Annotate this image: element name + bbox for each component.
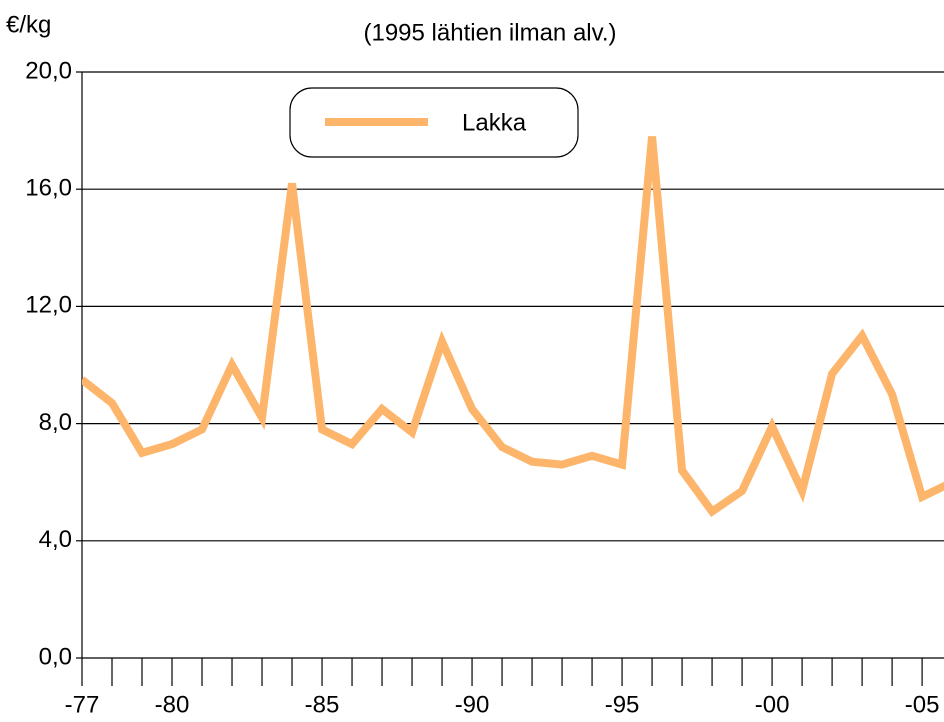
- y-tick-label: 4,0: [39, 526, 72, 553]
- legend-label: Lakka: [462, 109, 527, 136]
- x-tick-label: -95: [605, 691, 640, 718]
- x-tick-label: -77: [65, 691, 100, 718]
- x-tick-label: -80: [155, 691, 190, 718]
- x-tick-label: -00: [755, 691, 790, 718]
- legend: [289, 87, 579, 158]
- x-tick-label: -05: [905, 691, 940, 718]
- y-tick-label: 12,0: [25, 292, 72, 319]
- y-tick-label: 8,0: [39, 409, 72, 436]
- y-tick-label: 16,0: [25, 175, 72, 202]
- x-tick-label: -90: [455, 691, 490, 718]
- chart-subtitle: (1995 lähtien ilman alv.): [363, 19, 616, 46]
- y-tick-label: 0,0: [39, 643, 72, 670]
- x-tick-label: -85: [305, 691, 340, 718]
- data-line: [82, 136, 944, 517]
- y-tick-label: 20,0: [25, 57, 72, 84]
- y-axis-label: €/kg: [6, 11, 51, 38]
